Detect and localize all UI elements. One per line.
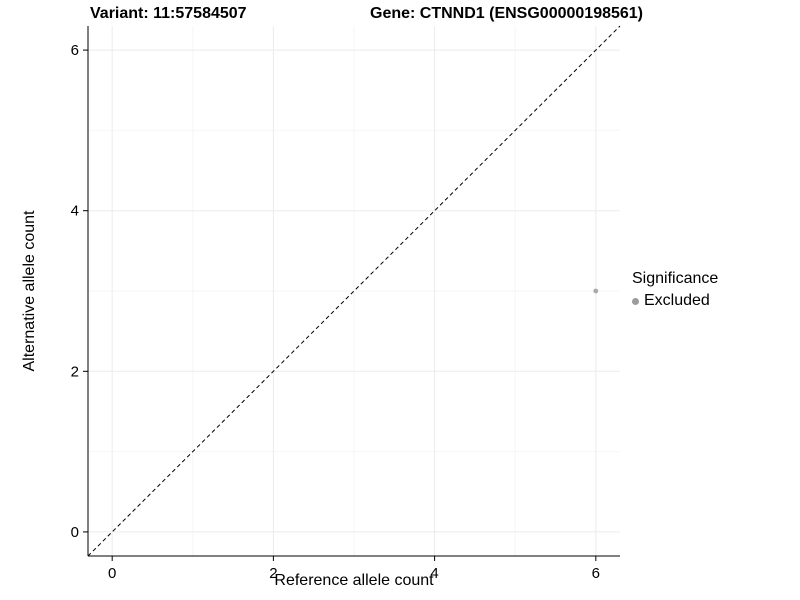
identity-line	[87, 25, 621, 557]
x-axis-label: Reference allele count	[274, 572, 434, 589]
legend-key-dot	[632, 297, 639, 305]
data-point	[593, 288, 599, 294]
y-tick-label: 2	[71, 363, 79, 380]
x-tick-label: 0	[108, 565, 116, 582]
legend-item-label: Excluded	[644, 292, 710, 309]
y-tick-label: 6	[71, 42, 79, 59]
x-tick-label: 2	[269, 565, 277, 582]
y-tick-label: 4	[71, 203, 79, 220]
variant-title: Variant: 11:57584507	[90, 5, 247, 22]
legend: Significance Excluded	[632, 270, 718, 310]
x-tick-label: 6	[592, 565, 600, 582]
legend-item-excluded: Excluded	[632, 292, 718, 310]
y-axis-label: Alternative allele count	[21, 210, 38, 372]
gene-title: Gene: CTNND1 (ENSG00000198561)	[370, 5, 644, 22]
legend-title: Significance	[632, 270, 719, 287]
y-tick-label: 0	[71, 524, 79, 541]
x-tick-label: 4	[430, 565, 438, 582]
